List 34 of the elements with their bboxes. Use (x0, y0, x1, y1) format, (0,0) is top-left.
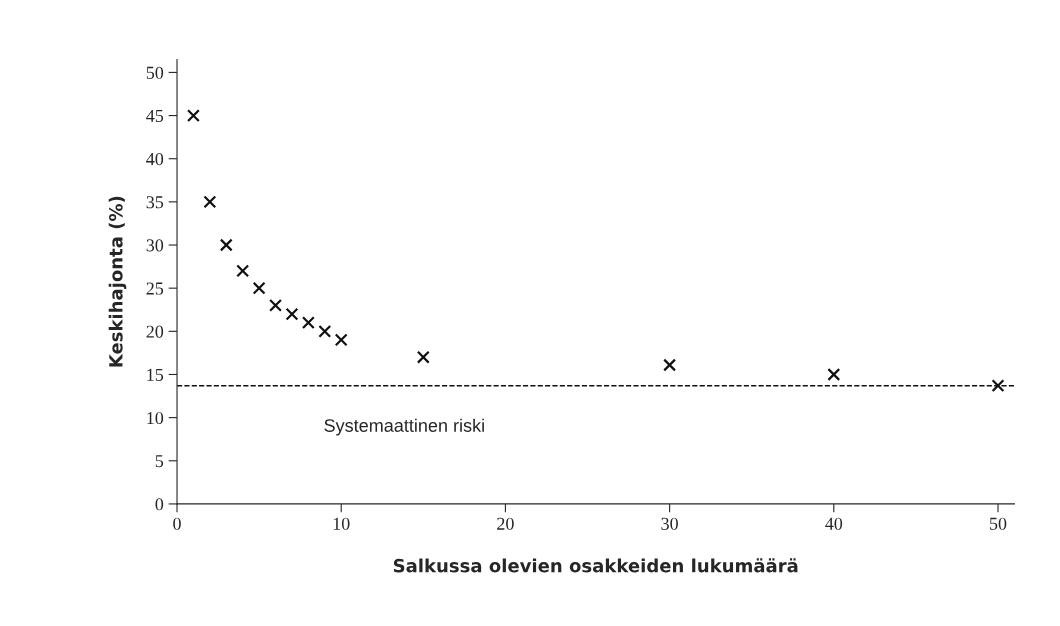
y-tick-label: 30 (146, 239, 164, 252)
ref-line-label: Systemaattinen riski (324, 418, 484, 436)
point (269, 298, 283, 312)
y-tick-label: 35 (146, 196, 164, 209)
y-tick-label: 25 (146, 282, 164, 295)
point (991, 379, 1005, 393)
x-tick-label: 50 (990, 517, 1007, 530)
point (301, 316, 315, 330)
point (663, 358, 677, 372)
point (236, 264, 250, 278)
y-tick-label: 20 (146, 325, 164, 338)
point (416, 350, 430, 364)
point (186, 109, 200, 123)
y-tick-label: 40 (146, 152, 164, 166)
y-tick-label: 45 (146, 109, 164, 123)
y-tick-label: 5 (155, 455, 164, 468)
point (334, 333, 348, 347)
point (827, 367, 841, 381)
point (252, 281, 266, 295)
y-axis-title: Keskihajonta (%) (108, 196, 127, 367)
x-tick-label: 10 (333, 517, 350, 530)
y-tick-label: 10 (147, 411, 164, 425)
point (285, 307, 299, 321)
x-tick-label: 30 (661, 517, 678, 530)
x-axis-title: Salkussa olevien osakkeiden lukumäärä (393, 558, 798, 573)
x-tick-label: 20 (497, 517, 514, 530)
x-tick-label: 40 (825, 517, 843, 530)
y-tick-label: 0 (155, 498, 164, 511)
point (219, 238, 233, 252)
x-tick-label: 0 (173, 517, 181, 530)
point (318, 324, 332, 338)
point (203, 195, 217, 209)
y-tick-label: 15 (147, 368, 164, 381)
y-tick-label: 50 (146, 66, 164, 79)
